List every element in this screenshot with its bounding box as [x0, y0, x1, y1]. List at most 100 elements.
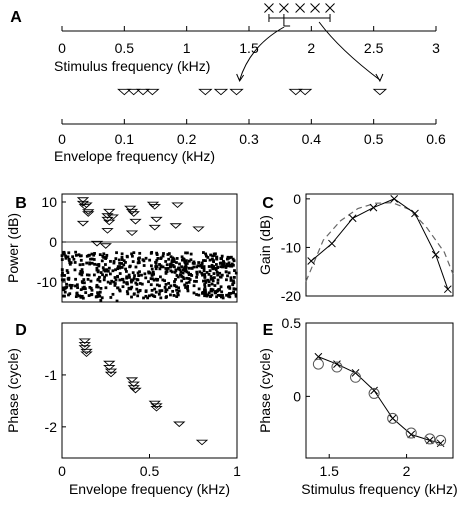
noise-dot [92, 273, 96, 277]
noise-dot [204, 259, 207, 262]
envelope-tick-label: 0.4 [302, 131, 322, 147]
noise-dot [185, 262, 189, 265]
noise-dot [208, 258, 212, 262]
noise-dot [74, 295, 78, 299]
noise-dot [216, 281, 220, 285]
noise-dot [233, 269, 236, 272]
noise-dot [165, 269, 169, 273]
power-triangle-marker [129, 218, 142, 225]
panel-a-label: A [10, 9, 22, 26]
phase-triangle-marker [173, 421, 186, 428]
noise-dot [148, 258, 152, 262]
noise-dot [214, 268, 218, 272]
noise-dot [64, 254, 67, 258]
noise-dot [101, 266, 105, 270]
noise-dot [136, 261, 140, 265]
noise-dot [125, 290, 129, 293]
noise-dot [92, 258, 96, 261]
noise-dot [159, 264, 163, 268]
noise-dot [212, 276, 216, 280]
noise-dot [156, 257, 160, 260]
noise-dot [211, 254, 215, 258]
noise-dot [195, 270, 199, 274]
x-tick-label: 2 [403, 463, 411, 479]
noise-dot [228, 264, 232, 268]
noise-dot [180, 258, 184, 262]
noise-dot [197, 287, 201, 291]
noise-dot [60, 254, 64, 258]
phase-cross-marker [351, 369, 360, 377]
envelope-tick-label: 0.1 [115, 131, 135, 147]
noise-dot [132, 277, 136, 280]
noise-dot [204, 252, 208, 256]
noise-dot [118, 288, 121, 292]
noise-dot [147, 271, 151, 275]
noise-dot [146, 296, 150, 300]
envelope-tick-label: 0 [58, 131, 66, 147]
noise-dot [197, 293, 201, 297]
envelope-triangle-marker [145, 88, 160, 96]
noise-dot [186, 289, 190, 293]
noise-dot [207, 283, 211, 287]
noise-dot [82, 285, 86, 289]
noise-dot [210, 293, 214, 297]
phase-triangle-marker [80, 351, 93, 358]
noise-dot [115, 251, 118, 255]
noise-dot [202, 267, 206, 271]
noise-dot [180, 279, 184, 283]
noise-dot [187, 271, 190, 275]
noise-dot [207, 265, 211, 268]
noise-dot [89, 286, 93, 290]
noise-dot [132, 251, 136, 255]
noise-dot [151, 294, 155, 298]
noise-dot [187, 266, 191, 270]
noise-dot [221, 294, 224, 297]
noise-dot [226, 257, 229, 261]
noise-dot [164, 271, 168, 275]
noise-dot [88, 261, 92, 265]
noise-dot [95, 283, 99, 287]
noise-dot [158, 263, 161, 266]
noise-dot [109, 296, 113, 299]
noise-dot [99, 271, 103, 274]
noise-dot [213, 284, 217, 287]
noise-dot [74, 284, 77, 288]
noise-dot [172, 260, 176, 263]
noise-dot [144, 294, 148, 298]
noise-dot [234, 287, 238, 291]
noise-dot [171, 263, 175, 267]
noise-dot [219, 265, 223, 269]
noise-dot [218, 261, 222, 265]
noise-dot [212, 265, 216, 268]
noise-dot [105, 253, 109, 257]
noise-dot [234, 271, 238, 275]
y-axis-label: Gain (dB) [257, 215, 273, 275]
noise-dot [134, 265, 138, 269]
noise-dot [227, 271, 231, 275]
noise-dot [130, 280, 133, 284]
noise-dot [211, 257, 214, 261]
noise-dot [189, 258, 193, 262]
phase-triangle-marker [78, 342, 91, 348]
noise-dot [187, 280, 191, 284]
noise-dot [167, 286, 171, 290]
noise-dot [147, 294, 151, 298]
noise-dot [183, 269, 187, 273]
noise-dot [180, 265, 183, 269]
phase-cross-marker [388, 414, 397, 423]
noise-dot [173, 271, 177, 274]
noise-dot [132, 292, 136, 296]
noise-dot [96, 294, 100, 297]
noise-dot [183, 283, 187, 287]
noise-dot [62, 278, 66, 282]
noise-dot [185, 270, 189, 274]
noise-dot [93, 252, 96, 255]
noise-dot [102, 256, 106, 259]
noise-dot [109, 259, 112, 263]
stimulus-cross-marker [295, 3, 305, 13]
noise-dot [95, 285, 99, 289]
noise-dot [160, 289, 164, 292]
noise-dot [200, 266, 204, 269]
phase-triangle-marker [104, 371, 118, 378]
noise-dot [77, 253, 81, 257]
